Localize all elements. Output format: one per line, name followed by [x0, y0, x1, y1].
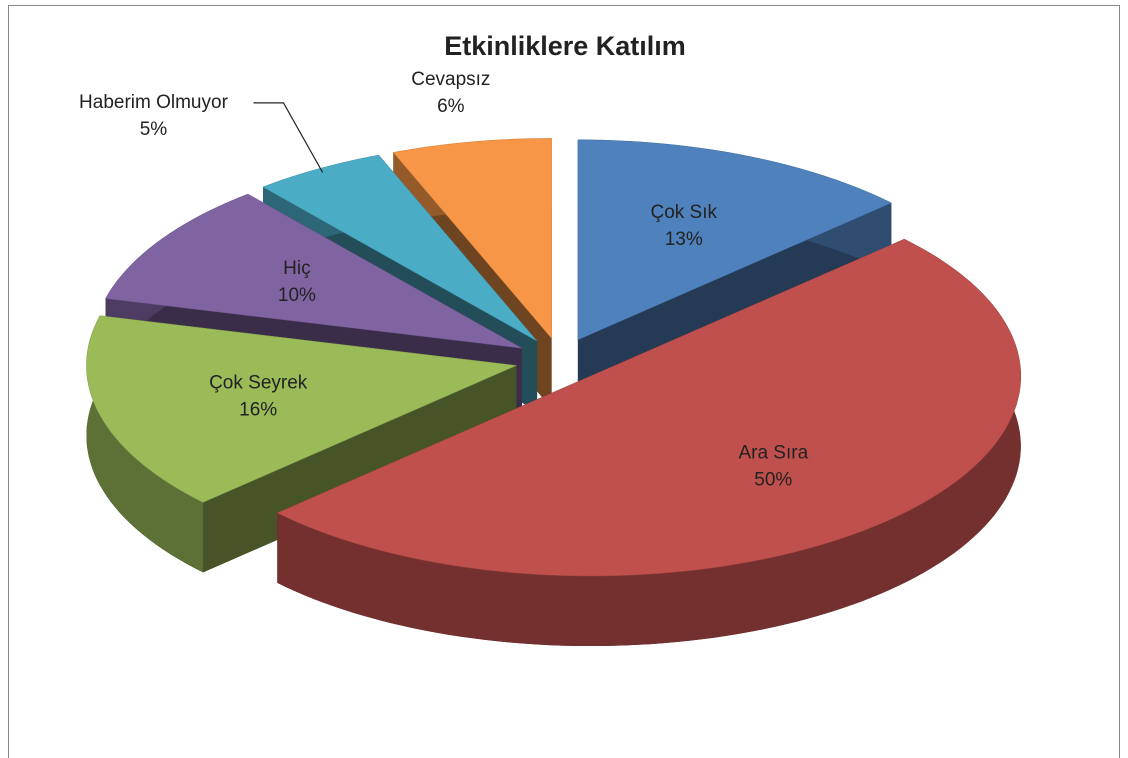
chart-title: Etkinliklere Katılım [444, 31, 686, 61]
slice-top [577, 139, 892, 341]
slice-outer-wall [86, 315, 203, 573]
data-label-category: Haberim Olmuyor [79, 92, 229, 113]
pie-slice [276, 238, 1022, 646]
slice-top [105, 193, 523, 349]
pie-slice [86, 315, 518, 573]
data-label-value: 6% [437, 96, 465, 117]
data-label-category: Çok Seyrek [209, 372, 308, 393]
data-label-category: Çok Sık [650, 202, 717, 223]
slice-top [262, 154, 538, 342]
data-label-value: 16% [239, 399, 277, 420]
leader-line [253, 102, 324, 173]
data-label-value: 5% [140, 119, 168, 140]
slice-top [276, 238, 1022, 577]
data-label-category: Hiç [283, 258, 310, 279]
data-label-category: Ara Sıra [738, 442, 808, 463]
data-label-value: 50% [754, 469, 792, 490]
data-label-value: 10% [278, 285, 316, 306]
slice-top [86, 315, 518, 503]
data-label-value: 13% [665, 229, 703, 250]
slice-top [392, 138, 552, 340]
slice-outer-wall [277, 239, 1021, 646]
data-label-category: Cevapsız [411, 69, 490, 90]
